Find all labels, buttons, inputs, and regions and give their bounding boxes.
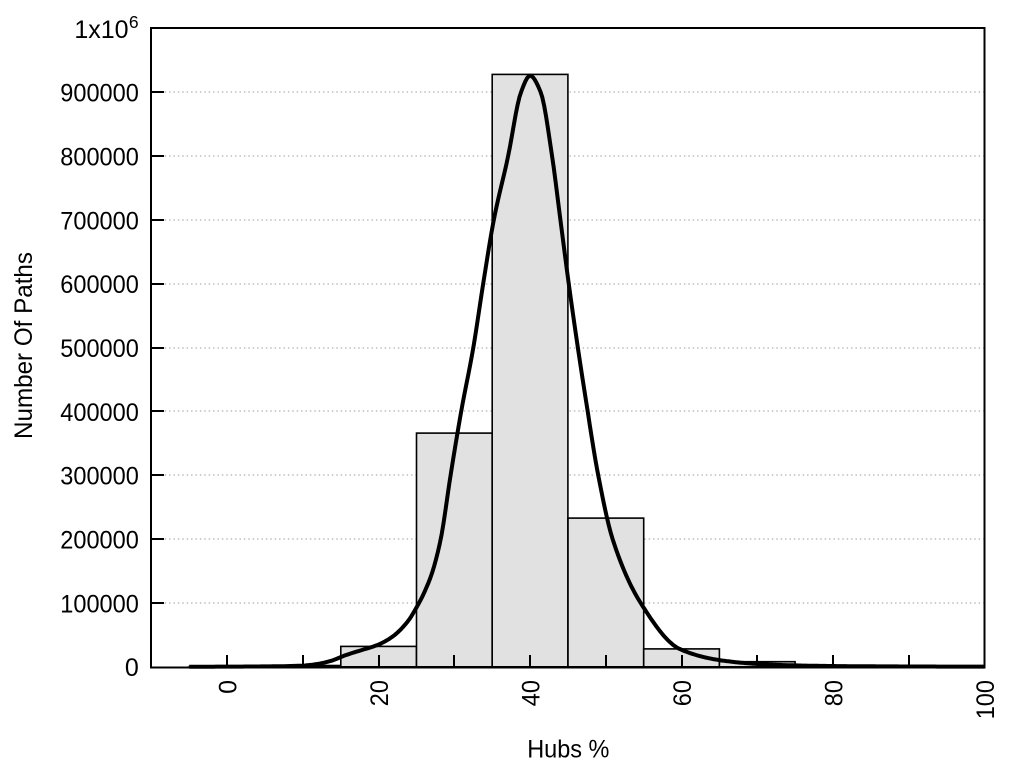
svg-text:1x10: 1x10 bbox=[74, 16, 128, 44]
svg-text:20: 20 bbox=[366, 680, 394, 706]
svg-text:100: 100 bbox=[972, 680, 1000, 719]
svg-text:600000: 600000 bbox=[60, 271, 139, 299]
svg-text:60: 60 bbox=[669, 680, 697, 706]
svg-text:100000: 100000 bbox=[60, 590, 139, 618]
svg-text:500000: 500000 bbox=[60, 335, 139, 363]
svg-text:300000: 300000 bbox=[60, 463, 139, 491]
svg-text:Hubs %: Hubs % bbox=[527, 736, 609, 764]
svg-text:700000: 700000 bbox=[60, 207, 139, 235]
svg-text:400000: 400000 bbox=[60, 399, 139, 427]
svg-text:40: 40 bbox=[518, 680, 546, 706]
svg-text:80: 80 bbox=[820, 680, 848, 706]
svg-text:Number Of Paths: Number Of Paths bbox=[10, 252, 38, 439]
svg-text:0: 0 bbox=[125, 654, 139, 682]
svg-text:200000: 200000 bbox=[60, 527, 139, 555]
svg-text:0: 0 bbox=[215, 680, 243, 694]
svg-text:900000: 900000 bbox=[60, 80, 139, 108]
svg-text:6: 6 bbox=[129, 12, 139, 32]
svg-text:800000: 800000 bbox=[60, 144, 139, 172]
